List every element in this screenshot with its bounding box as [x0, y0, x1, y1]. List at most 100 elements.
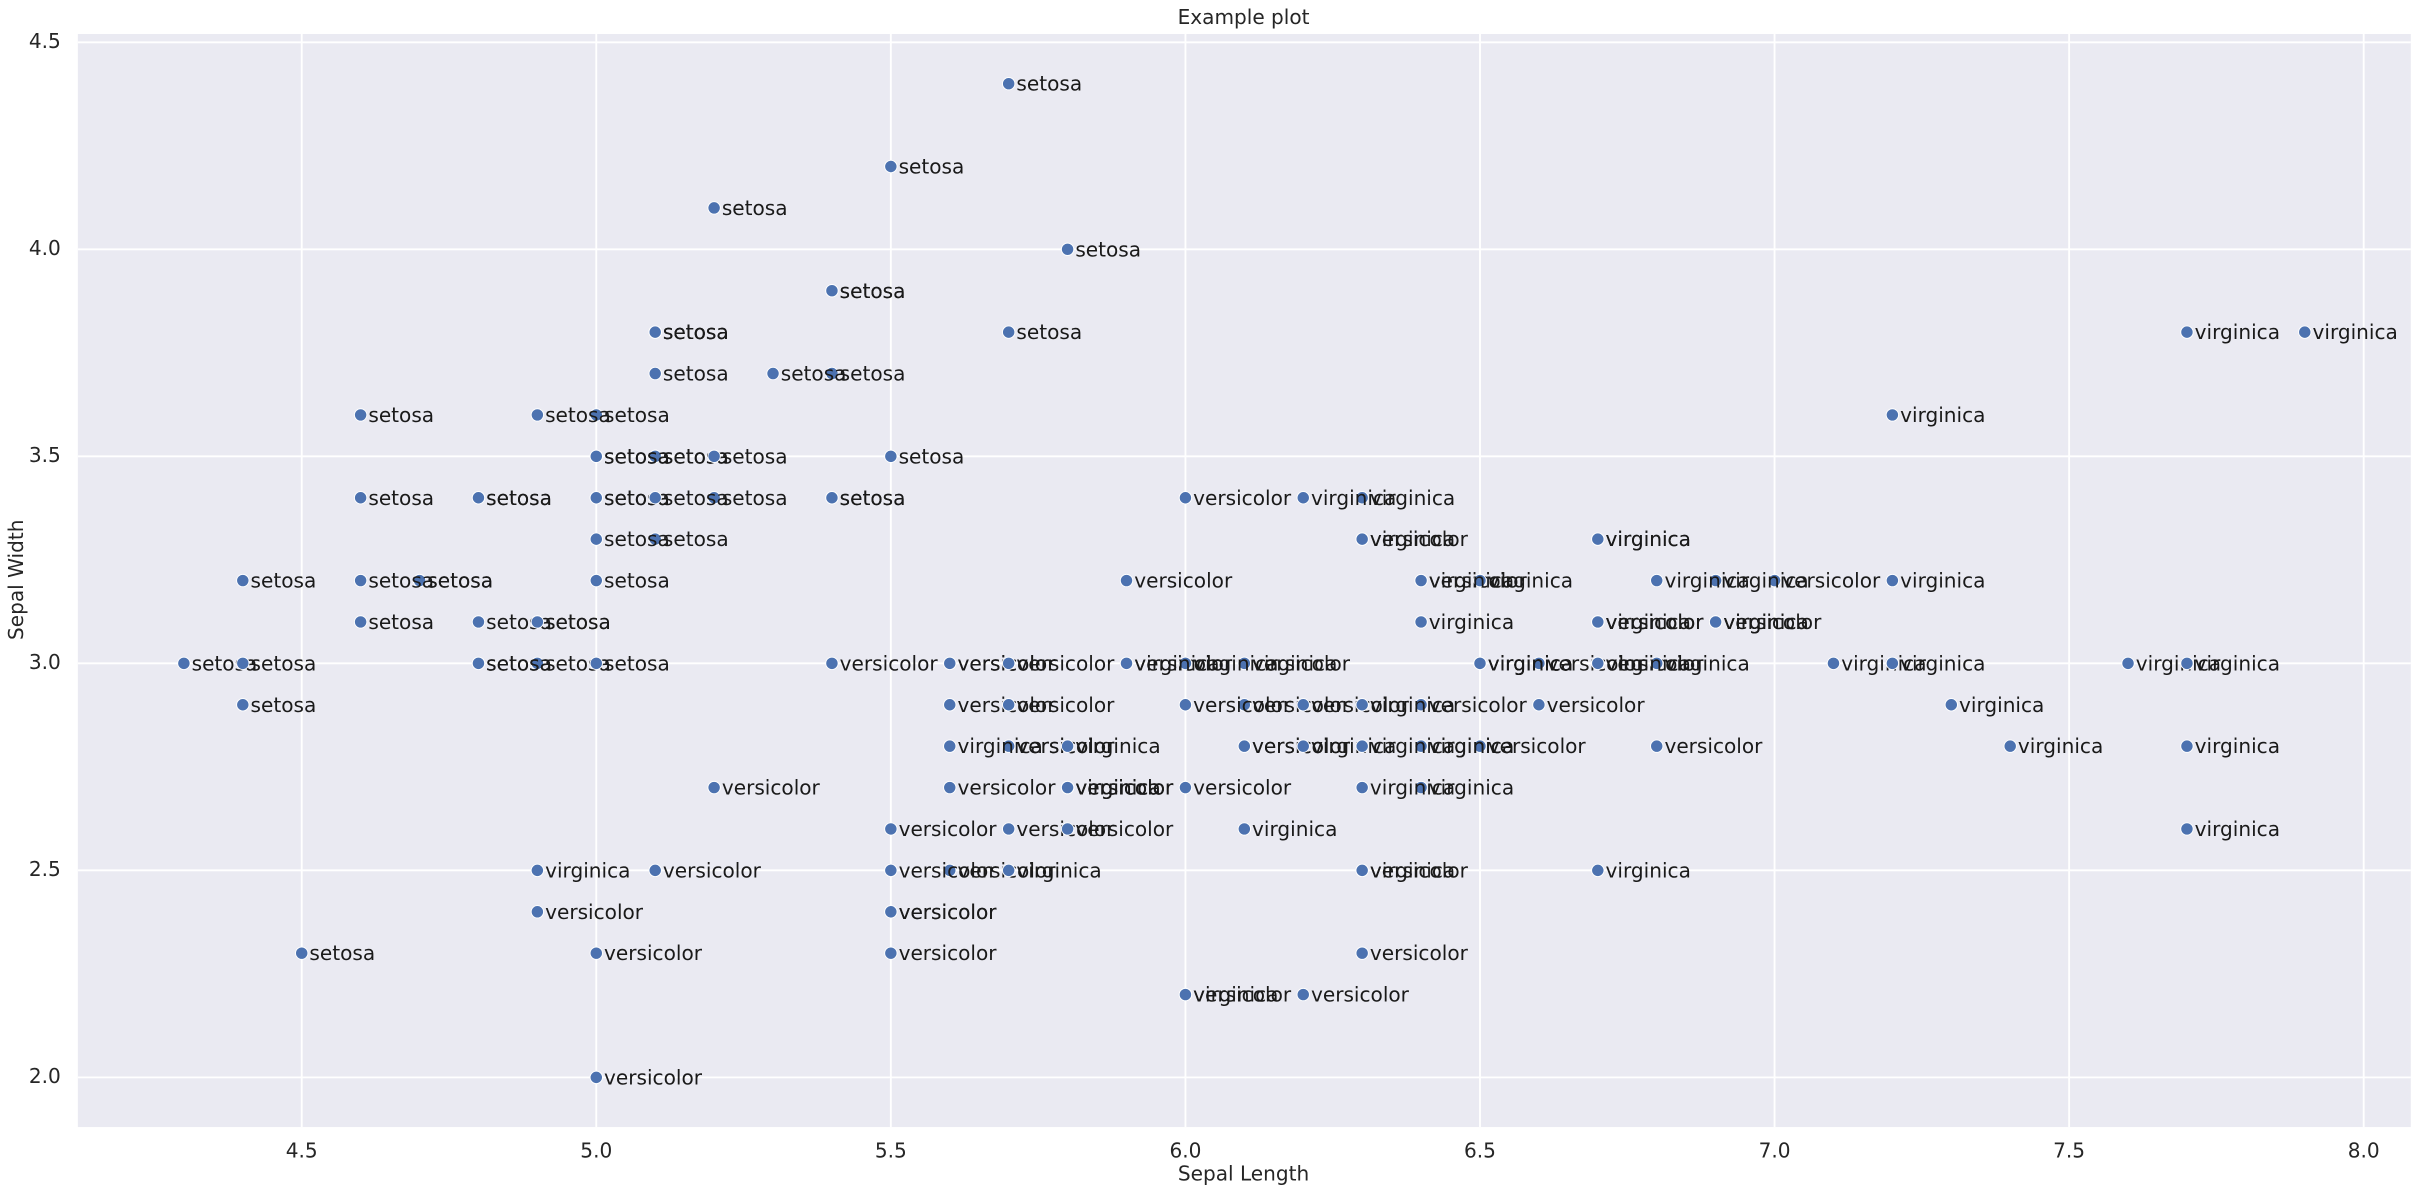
point-label: versicolor	[1370, 527, 1469, 551]
point	[1296, 698, 1310, 712]
point-label: versicolor	[663, 858, 762, 882]
point-label: setosa	[251, 651, 317, 675]
point-label: versicolor	[722, 776, 821, 800]
point	[1002, 77, 1016, 91]
point-label: virginica	[1429, 776, 1514, 800]
point-label: versicolor	[1075, 776, 1174, 800]
point-label: versicolor	[1370, 941, 1469, 965]
point	[648, 325, 662, 339]
point	[1002, 325, 1016, 339]
point	[1060, 739, 1075, 753]
point	[1296, 739, 1310, 753]
point-label: virginica	[1606, 651, 1691, 675]
point-label: setosa	[663, 486, 729, 510]
y-axis-label: Sepal Width	[4, 520, 28, 640]
point-label: setosa	[840, 362, 906, 386]
point-label: virginica	[1134, 651, 1219, 675]
point-label: virginica	[2195, 651, 2280, 675]
point	[1002, 739, 1016, 753]
point-label: virginica	[1488, 651, 1573, 675]
point	[1591, 863, 1605, 878]
point-label: virginica	[1075, 776, 1160, 800]
point	[884, 822, 898, 836]
point-label: setosa	[427, 569, 493, 593]
point	[1414, 573, 1428, 588]
point-label: setosa	[368, 486, 434, 510]
point	[1885, 656, 1900, 670]
point-label: virginica	[1959, 693, 2044, 717]
point-label: versicolor	[899, 941, 998, 965]
point-label: virginica	[1370, 693, 1455, 717]
point	[943, 780, 957, 795]
point-label: virginica	[2195, 817, 2280, 841]
point-label: setosa	[251, 693, 317, 717]
point-label: virginica	[1370, 858, 1455, 882]
point-label: virginica	[1606, 610, 1691, 634]
point-label: setosa	[1016, 320, 1082, 344]
point-label: setosa	[251, 569, 317, 593]
point-label: setosa	[840, 279, 906, 303]
point-label: setosa	[486, 651, 552, 675]
point	[884, 946, 898, 960]
point-label: virginica	[2313, 320, 2398, 344]
point-label: versicolor	[899, 858, 998, 882]
x-tick-label: 7.0	[1759, 1138, 1791, 1162]
point-label: versicolor	[1488, 734, 1587, 758]
point	[1473, 573, 1487, 588]
point	[1708, 573, 1723, 588]
point-label: virginica	[957, 734, 1042, 758]
point-label: virginica	[2136, 651, 2221, 675]
point	[1532, 656, 1546, 670]
chart-title: Example plot	[1178, 5, 1310, 29]
point	[1414, 739, 1428, 753]
point	[1708, 615, 1723, 629]
point-label: setosa	[368, 610, 434, 634]
point-label: virginica	[1370, 486, 1455, 510]
point-label: virginica	[1900, 569, 1985, 593]
point	[1355, 698, 1369, 712]
point-label: setosa	[722, 196, 788, 220]
point-label: virginica	[1723, 569, 1808, 593]
x-tick-label: 4.5	[286, 1138, 318, 1162]
point	[1944, 698, 1958, 712]
point	[884, 159, 898, 174]
point-label: virginica	[2195, 320, 2280, 344]
x-tick-label: 5.5	[875, 1138, 907, 1162]
point	[1178, 698, 1193, 712]
point	[589, 491, 603, 505]
point	[1650, 573, 1664, 588]
point	[1355, 739, 1369, 753]
point	[2298, 325, 2312, 339]
point-label: setosa	[604, 444, 670, 468]
point	[2003, 739, 2017, 753]
point-label: virginica	[1723, 610, 1808, 634]
point	[1060, 242, 1075, 256]
y-tick-label: 2.0	[29, 1064, 61, 1088]
point	[766, 366, 780, 381]
point	[648, 532, 662, 546]
point	[1296, 987, 1310, 1002]
point	[589, 946, 603, 960]
point-label: setosa	[368, 569, 434, 593]
y-tick-label: 2.5	[29, 857, 61, 881]
y-tick-label: 3.0	[29, 650, 61, 674]
point-label: versicolor	[1723, 610, 1822, 634]
point-label: virginica	[2018, 734, 2103, 758]
point	[648, 366, 662, 381]
point-label: virginica	[1900, 651, 1985, 675]
point	[825, 284, 839, 298]
point	[471, 615, 486, 629]
point-label: virginica	[1311, 734, 1396, 758]
point	[2180, 822, 2194, 836]
point-label: virginica	[1664, 651, 1749, 675]
point	[1296, 491, 1310, 505]
point	[1237, 822, 1251, 836]
point	[353, 491, 368, 505]
point	[825, 656, 839, 670]
point	[825, 366, 839, 381]
point	[236, 656, 250, 670]
point-label: virginica	[1664, 569, 1749, 593]
point-label: virginica	[1016, 858, 1101, 882]
